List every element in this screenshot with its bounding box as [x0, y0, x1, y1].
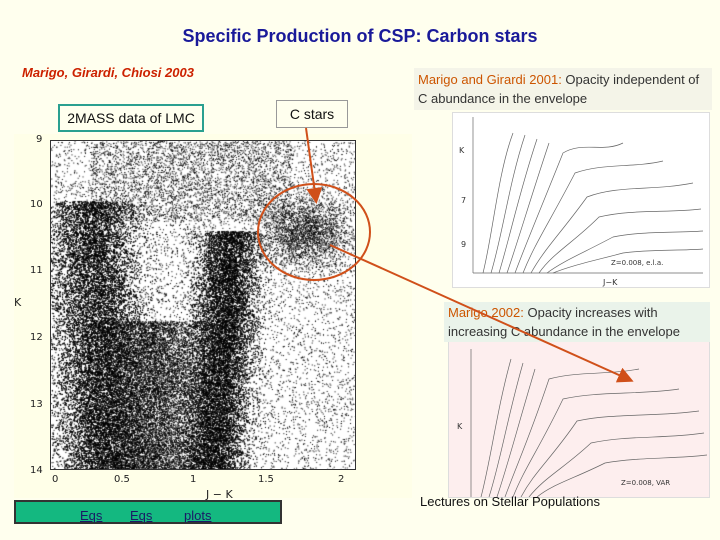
note2-source: Marigo 2002:: [448, 305, 524, 320]
note-marigo-girardi-2001: Marigo and Girardi 2001: Opacity indepen…: [414, 68, 712, 110]
label-2mass: 2MASS data of LMC: [58, 104, 204, 132]
plots-button[interactable]: plots: [184, 508, 212, 523]
xtick-0: 0: [52, 474, 59, 485]
cmd-xlabel: J − K: [206, 488, 233, 501]
c-stars-arrow: [305, 127, 323, 204]
note2-text: Opacity increases with increasing C abun…: [448, 305, 681, 339]
svg-text:K: K: [459, 146, 465, 155]
c-stars-circle: [257, 183, 371, 281]
ytick-13: 13: [30, 399, 43, 410]
cmd-plot: [50, 140, 356, 470]
eqs-button-1[interactable]: Eqs: [80, 508, 103, 523]
ytick-14: 14: [30, 465, 43, 476]
footer-text: Lectures on Stellar Populations: [420, 494, 600, 509]
xtick-2: 2: [338, 474, 345, 485]
label-c-stars: C stars: [276, 100, 348, 128]
svg-text:9: 9: [461, 240, 466, 249]
isochrone-plot-top: K 7 9 J−K: [459, 117, 704, 287]
button-bar: [14, 500, 282, 524]
ytick-9: 9: [36, 134, 43, 145]
note1-text: Opacity independent of C abundance in th…: [418, 72, 700, 106]
cmd-ylabel: K: [14, 296, 22, 309]
isochrone-arrow: [329, 244, 634, 383]
isochrone-plot-bottom: K: [457, 349, 708, 497]
authors-label: Marigo, Girardi, Chiosi 2003: [22, 65, 194, 80]
iso-bottom-label: Z=0.008, VAR: [621, 479, 671, 487]
xtick-0-5: 0.5: [114, 474, 130, 485]
xtick-1: 1: [190, 474, 197, 485]
note-marigo-2002: Marigo 2002: Opacity increases with incr…: [444, 302, 710, 342]
eqs-button-2[interactable]: Eqs: [130, 508, 153, 523]
ytick-12: 12: [30, 332, 43, 343]
svg-text:J−K: J−K: [602, 278, 618, 287]
xtick-1-5: 1.5: [258, 474, 274, 485]
iso-top-label: Z=0.008, e.l.a.: [611, 259, 664, 267]
cmd-scatter: [51, 141, 355, 469]
svg-text:K: K: [457, 422, 463, 431]
isochrone-panel-top: K 7 9 J−K Z=0.008, e.l.a.: [452, 112, 710, 288]
ytick-11: 11: [30, 265, 43, 276]
note1-source: Marigo and Girardi 2001:: [418, 72, 562, 87]
svg-text:7: 7: [461, 196, 466, 205]
slide-title: Specific Production of CSP: Carbon stars: [182, 26, 538, 46]
ytick-10: 10: [30, 199, 43, 210]
